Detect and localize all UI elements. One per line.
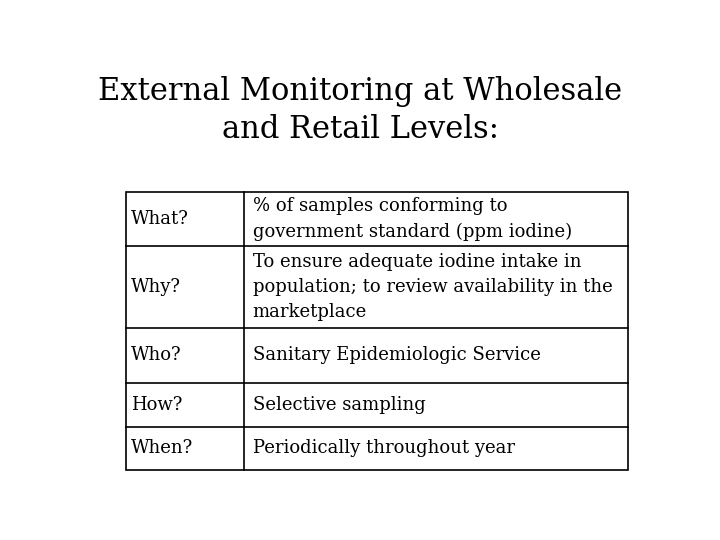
Bar (126, 192, 629, 470)
Text: Why?: Why? (131, 278, 181, 296)
Text: Periodically throughout year: Periodically throughout year (253, 440, 515, 457)
Text: To ensure adequate iodine intake in
population; to review availability in the
ma: To ensure adequate iodine intake in popu… (253, 253, 613, 321)
Text: % of samples conforming to
government standard (ppm iodine): % of samples conforming to government st… (253, 197, 572, 241)
Text: When?: When? (131, 440, 193, 457)
Text: Selective sampling: Selective sampling (253, 396, 426, 414)
Text: Sanitary Epidemiologic Service: Sanitary Epidemiologic Service (253, 347, 541, 364)
Text: How?: How? (131, 396, 182, 414)
Text: External Monitoring at Wholesale
and Retail Levels:: External Monitoring at Wholesale and Ret… (98, 76, 622, 145)
Text: Who?: Who? (131, 347, 181, 364)
Text: What?: What? (131, 210, 189, 228)
